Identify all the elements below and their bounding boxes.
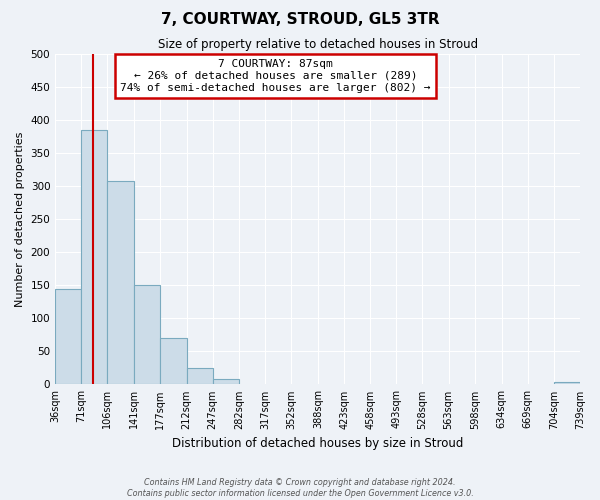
Bar xyxy=(81,130,107,384)
Text: 7 COURTWAY: 87sqm
← 26% of detached houses are smaller (289)
74% of semi-detache: 7 COURTWAY: 87sqm ← 26% of detached hous… xyxy=(121,60,431,92)
Bar xyxy=(55,290,81,384)
Bar xyxy=(107,181,134,384)
Bar xyxy=(212,379,239,384)
Bar xyxy=(160,338,187,384)
Text: Contains HM Land Registry data © Crown copyright and database right 2024.
Contai: Contains HM Land Registry data © Crown c… xyxy=(127,478,473,498)
Text: 7, COURTWAY, STROUD, GL5 3TR: 7, COURTWAY, STROUD, GL5 3TR xyxy=(161,12,439,28)
Bar xyxy=(187,368,212,384)
Bar xyxy=(554,382,580,384)
Y-axis label: Number of detached properties: Number of detached properties xyxy=(15,132,25,307)
X-axis label: Distribution of detached houses by size in Stroud: Distribution of detached houses by size … xyxy=(172,437,463,450)
Bar xyxy=(134,286,160,384)
Title: Size of property relative to detached houses in Stroud: Size of property relative to detached ho… xyxy=(158,38,478,51)
